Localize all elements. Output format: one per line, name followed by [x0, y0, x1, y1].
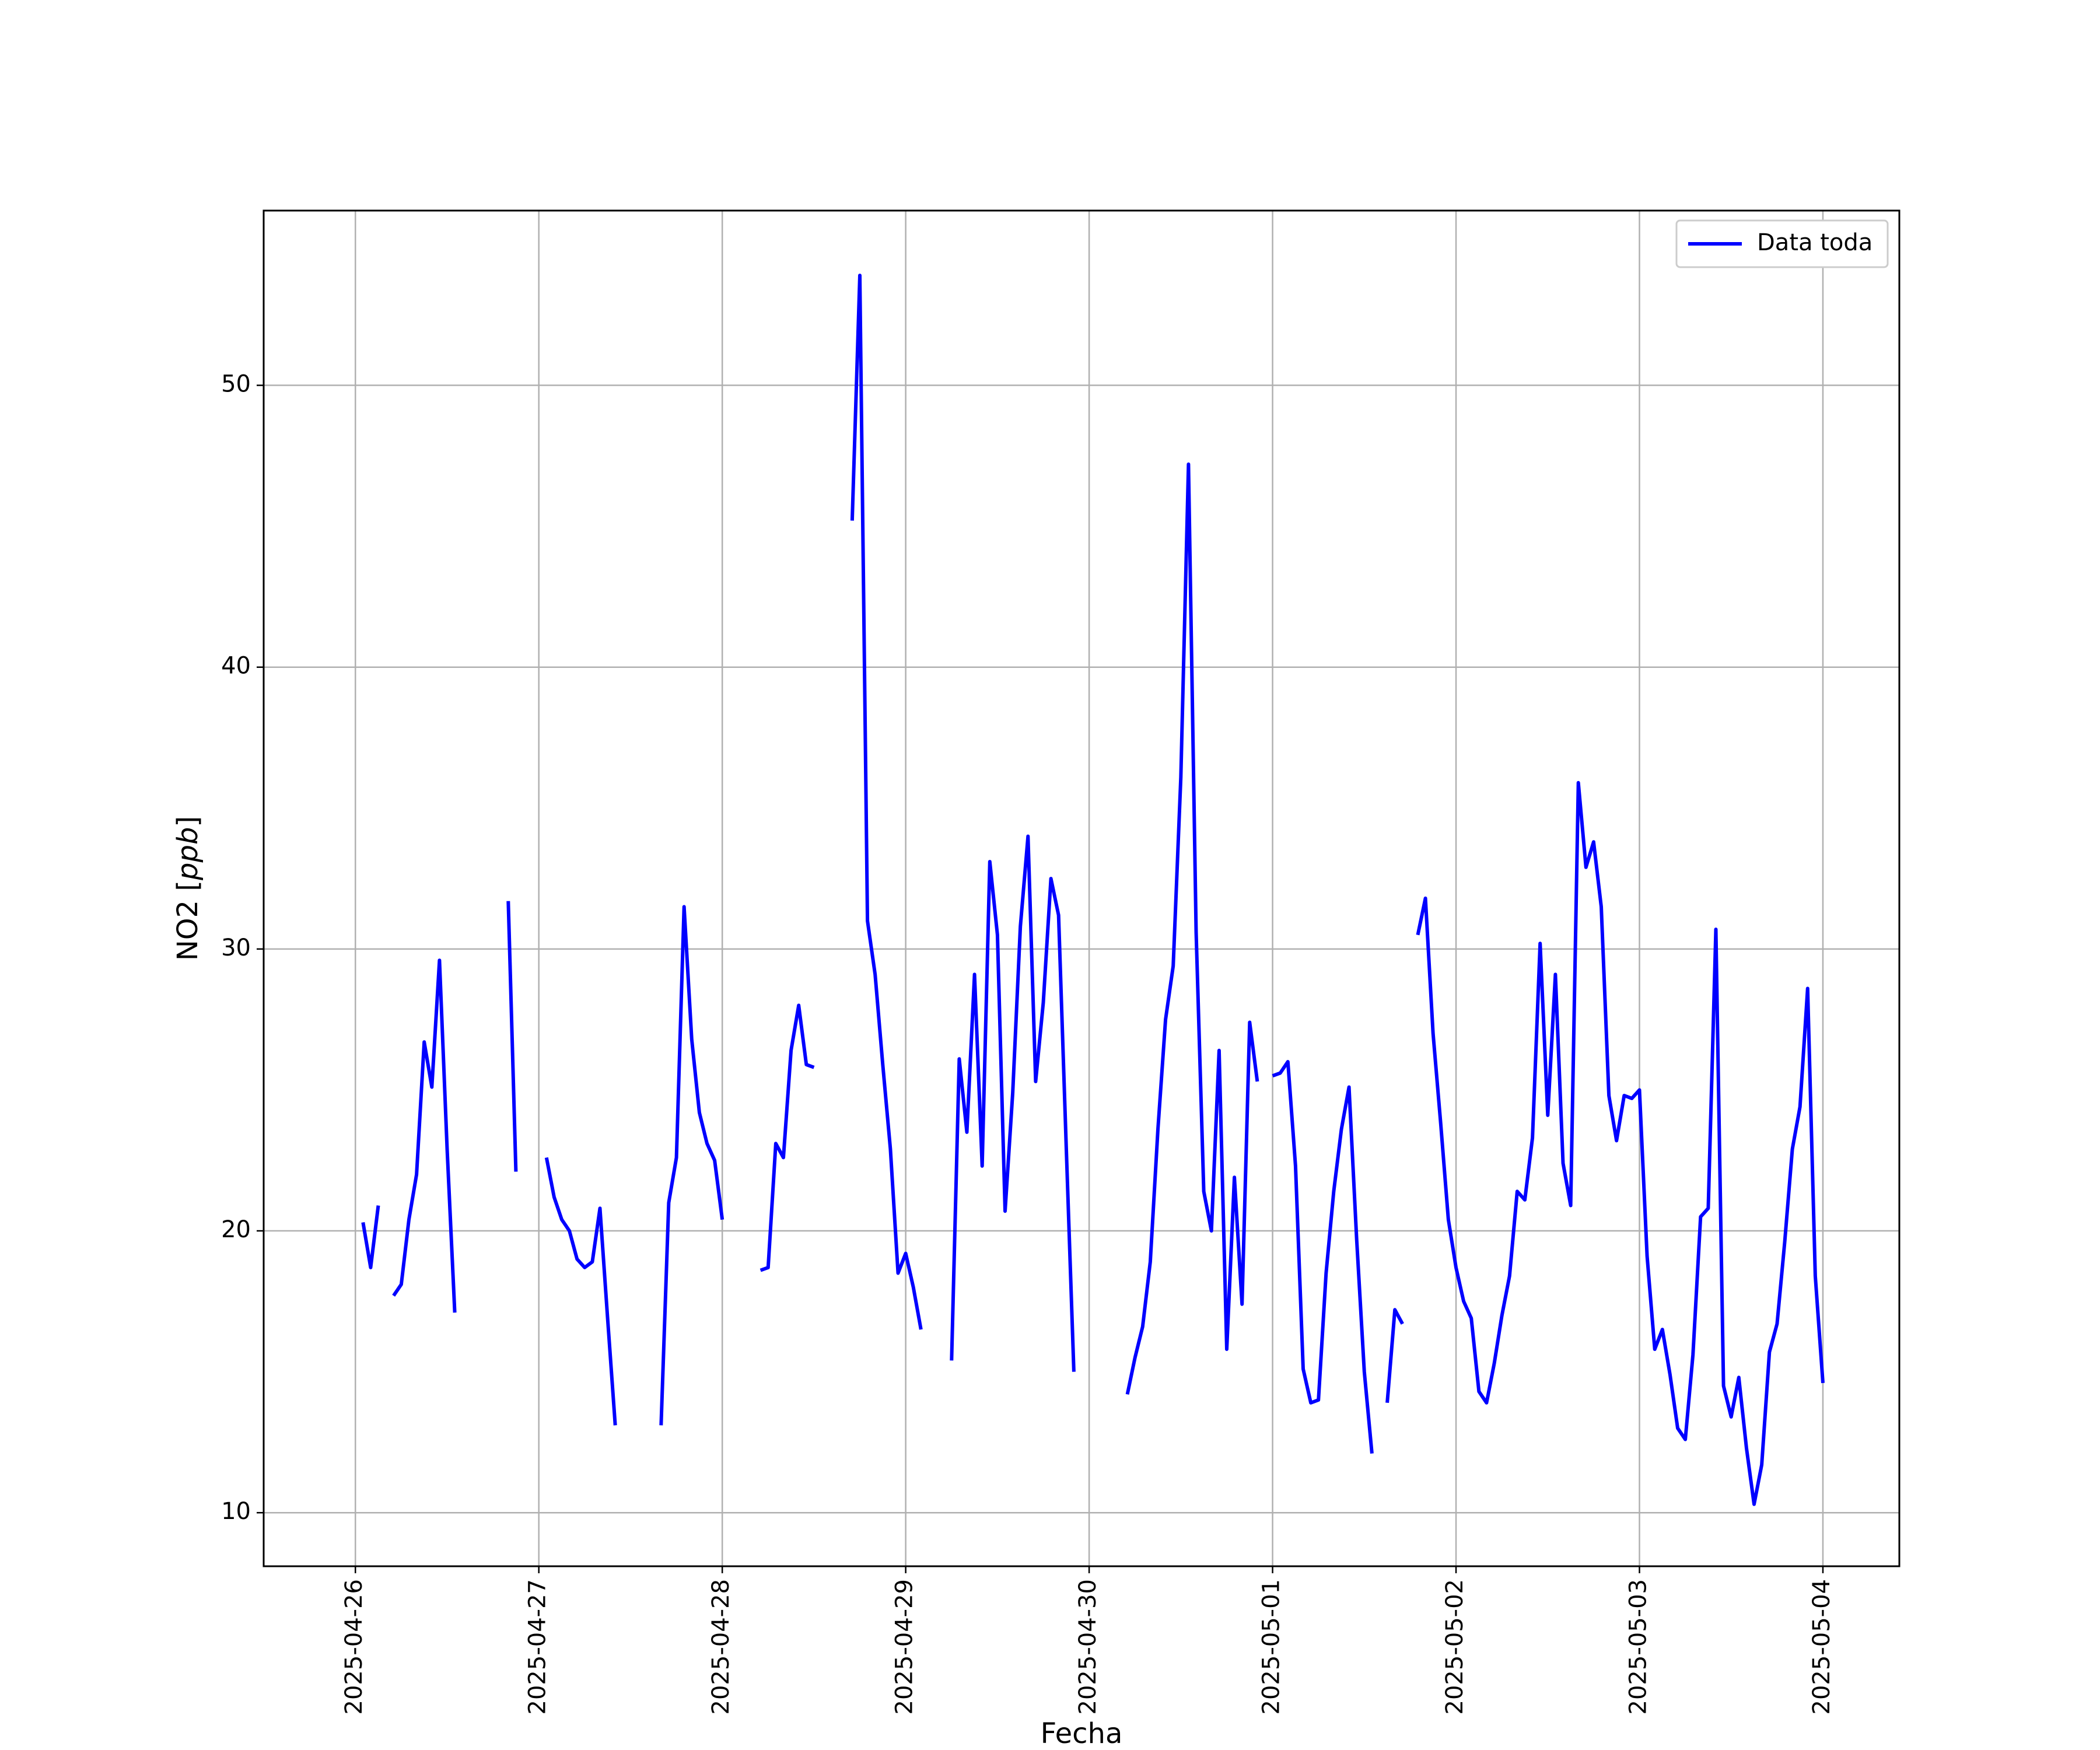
grid: [264, 211, 1899, 1566]
x-tick-label: 2025-04-30: [1074, 1579, 1101, 1714]
x-axis-label: Fecha: [1041, 1717, 1123, 1750]
legend: Data toda: [1675, 219, 1889, 268]
x-tick-label: 2025-05-04: [1808, 1579, 1835, 1714]
series-line-segment: [392, 958, 457, 1313]
y-axis-label: NO2 [ppb]: [172, 816, 204, 961]
y-tick-label: 20: [221, 1216, 251, 1243]
x-tick-label: 2025-04-28: [708, 1579, 734, 1714]
y-tick-label: 40: [221, 653, 251, 680]
y-tick-label: 30: [221, 935, 251, 961]
plot-frame: [262, 209, 1901, 1567]
x-tick-label: 2025-05-01: [1258, 1579, 1285, 1714]
x-tick-label: 2025-04-27: [524, 1579, 551, 1714]
x-tick-label: 2025-05-02: [1441, 1579, 1468, 1714]
legend-box: [1675, 219, 1889, 268]
series-line-segment: [1125, 462, 1259, 1395]
x-tick-label: 2025-04-26: [341, 1579, 368, 1714]
x-tick-label: 2025-04-29: [891, 1579, 918, 1714]
series-line-segment: [544, 1157, 617, 1426]
y-axis: 10 20 30 40 50: [221, 371, 264, 1525]
series-line-segment: [1385, 1308, 1404, 1404]
y-axis-label-base: NO2 [: [172, 880, 204, 961]
series-line-segment: [1416, 780, 1825, 1506]
y-tick-label: 50: [221, 371, 251, 398]
legend-label-data-toda: Data toda: [1757, 229, 1873, 256]
series-line-segment: [506, 901, 518, 1172]
x-tick-label: 2025-05-03: [1625, 1579, 1652, 1714]
y-axis-label-unit: ppb: [172, 827, 204, 881]
x-axis: 2025-04-26 2025-04-27 2025-04-28 2025-04-29…: [341, 1566, 1835, 1714]
series-line-segment: [361, 1205, 380, 1269]
series-line-segment: [850, 274, 923, 1330]
series-layer: [361, 274, 1825, 1506]
series-line-segment: [1272, 1060, 1374, 1454]
series-line-segment: [950, 834, 1076, 1372]
y-axis-label-close: ]: [172, 816, 204, 827]
series-line-segment: [760, 1003, 815, 1272]
series-line-segment: [659, 905, 724, 1426]
y-tick-label: 10: [221, 1498, 251, 1525]
